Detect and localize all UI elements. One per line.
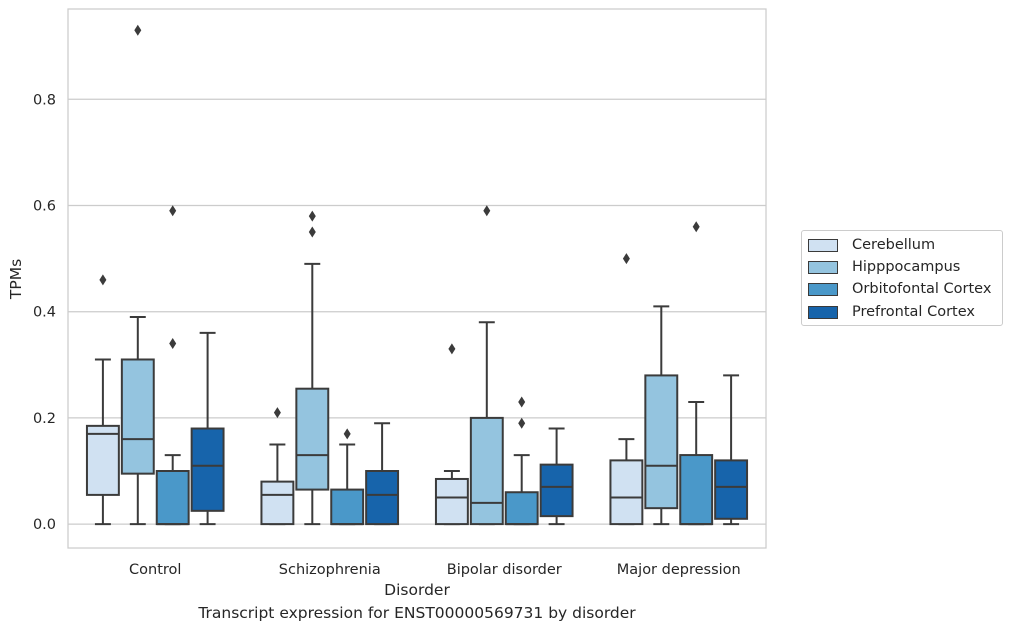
- legend: Cerebellum Hipppocampus Orbitofontal Cor…: [801, 230, 1003, 326]
- box-body: [714, 459, 749, 520]
- x-tick-label: Control: [129, 562, 181, 578]
- box-0-2: [434, 343, 469, 526]
- x-axis-label: Disorder: [384, 581, 450, 599]
- box-0-0: [85, 274, 120, 526]
- outlier-point: [308, 210, 316, 222]
- box-body: [609, 459, 644, 526]
- box-1-0: [120, 24, 155, 526]
- outlier-point: [448, 343, 456, 355]
- legend-item-orbitofrontal-cortex: Orbitofontal Cortex: [808, 279, 991, 299]
- box-body: [330, 488, 365, 526]
- box-3-3: [714, 374, 749, 526]
- y-tick-labels: 0.0 0.2 0.4 0.6 0.8: [33, 92, 56, 533]
- legend-label: Cerebellum: [852, 237, 936, 253]
- chart-caption: Transcript expression for ENST0000056973…: [198, 604, 636, 622]
- legend-item-cerebellum: Cerebellum: [808, 235, 935, 255]
- outlier-point: [169, 205, 177, 217]
- legend-swatch: [808, 305, 838, 319]
- box-3-0: [190, 331, 225, 526]
- y-tick-label: 0.8: [33, 92, 56, 108]
- outlier-point: [518, 396, 526, 408]
- legend-label: Prefrontal Cortex: [852, 304, 975, 320]
- plot-area-frame: [67, 8, 767, 549]
- legend-swatch: [808, 260, 838, 274]
- outlier-point: [99, 274, 107, 286]
- box-body: [679, 454, 714, 526]
- outlier-point: [273, 407, 281, 419]
- box-body: [644, 374, 679, 510]
- x-tick-label: Major depression: [617, 562, 741, 578]
- legend-swatch: [808, 282, 838, 296]
- box-2-3: [679, 221, 714, 526]
- box-body: [539, 463, 574, 518]
- box-body: [260, 480, 295, 526]
- box-2-0: [155, 205, 190, 526]
- outlier-point: [308, 226, 316, 238]
- box-1-2: [469, 205, 504, 526]
- legend-swatch: [808, 238, 838, 252]
- x-tick-label: Schizophrenia: [279, 562, 381, 578]
- y-tick-label: 0.0: [33, 517, 56, 533]
- outlier-point: [518, 417, 526, 429]
- box-layer: [85, 24, 749, 526]
- legend-item-prefrontal-cortex: Prefrontal Cortex: [808, 302, 975, 322]
- box-2-1: [330, 428, 365, 526]
- outlier-point: [134, 24, 142, 36]
- box-body: [120, 358, 155, 475]
- box-2-2: [504, 396, 539, 526]
- legend-item-hippocampus: Hipppocampus: [808, 257, 960, 277]
- y-tick-label: 0.2: [33, 411, 56, 427]
- box-body: [469, 416, 504, 526]
- box-0-3: [609, 253, 644, 526]
- box-3-2: [539, 427, 574, 526]
- x-tick-label: Bipolar disorder: [447, 562, 562, 578]
- box-1-1: [295, 210, 330, 526]
- box-body: [190, 427, 225, 512]
- y-tick-label: 0.6: [33, 198, 56, 214]
- y-axis-label: TPMs: [7, 259, 25, 300]
- box-body: [85, 424, 120, 496]
- box-body: [365, 470, 400, 526]
- outlier-point: [622, 253, 630, 265]
- x-tick-labels: Control Schizophrenia Bipolar disorder Majo…: [129, 562, 741, 578]
- box-1-3: [644, 305, 679, 526]
- box-body: [155, 470, 190, 526]
- box-body: [434, 477, 469, 526]
- legend-label: Orbitofontal Cortex: [852, 281, 992, 297]
- outlier-point: [169, 338, 177, 350]
- legend-label: Hipppocampus: [852, 259, 961, 275]
- y-tick-label: 0.4: [33, 305, 56, 321]
- box-3-1: [365, 422, 400, 526]
- box-0-1: [260, 407, 295, 526]
- box-body: [295, 387, 330, 491]
- outlier-point: [483, 205, 491, 217]
- outlier-point: [343, 428, 351, 440]
- box-body: [504, 491, 539, 526]
- outlier-point: [692, 221, 700, 233]
